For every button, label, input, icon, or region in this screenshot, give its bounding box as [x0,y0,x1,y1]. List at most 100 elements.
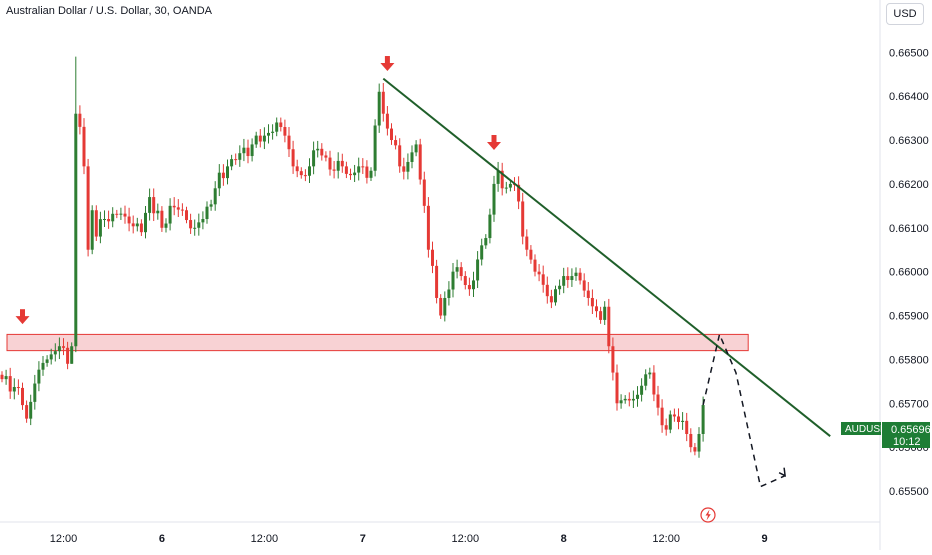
candle-body [12,387,16,392]
candle [283,119,287,143]
candle-body [82,126,86,167]
candle-body [422,179,426,206]
candle [549,289,553,309]
down-arrow-marker [15,309,30,325]
candle-body [131,223,135,227]
candle [164,218,168,233]
down-arrow-shaft [491,135,497,144]
candle [90,205,94,255]
candle-body [627,398,631,401]
candle-body [377,91,381,126]
candle-body [156,210,160,214]
candle-body [476,259,480,281]
candle [111,207,115,228]
candle [381,83,385,122]
candle-body [45,359,49,363]
candle [349,168,352,180]
candle-body [119,213,123,215]
candle [189,213,193,234]
candle [29,394,33,426]
candle-body [431,249,434,266]
candle [53,343,57,362]
candle [537,264,541,282]
candle [443,291,447,322]
candle [373,119,377,177]
candle [677,408,680,430]
candle-body [115,213,119,215]
candle [644,369,648,391]
candle [193,219,197,236]
candle [98,211,102,244]
candle-body [365,166,369,178]
candle-body [66,347,70,364]
candle [131,215,135,234]
candle [78,105,82,135]
candle-body [168,205,172,224]
candle-body [623,398,627,401]
candle-body [205,206,209,220]
down-arrow-head [15,316,30,325]
candle [246,139,250,164]
candle-body [180,209,184,211]
candle-body [160,210,164,228]
candle [57,337,61,360]
candle-body [631,398,635,401]
candle [414,140,418,157]
candle [320,143,324,161]
currency-button[interactable]: USD [886,3,924,25]
candle-body [324,155,328,158]
candle-body [681,420,685,422]
candle [221,164,225,186]
candle-body [250,144,254,157]
candle [213,181,217,211]
lightning-icon[interactable] [700,507,716,523]
candle-body [459,267,463,277]
candle-body [603,306,607,320]
candle [566,267,570,288]
candle [312,141,316,175]
trendline[interactable] [382,77,831,437]
candle [107,210,111,229]
candle-body [611,346,615,373]
candle-body [447,289,451,298]
candle [385,106,389,136]
candle-body [402,166,406,172]
candle [185,206,188,224]
candle [554,285,557,306]
candle-body [172,205,176,208]
candle [492,175,496,222]
candle [406,153,410,180]
candle-body [308,166,311,176]
candle-body [554,289,557,303]
candle [599,306,603,324]
candle [627,392,631,407]
candle-body [508,183,512,188]
resistance-zone[interactable] [6,333,749,352]
candle-body [258,135,262,142]
candle-body [455,267,459,272]
candle [324,151,328,162]
candle [234,153,238,165]
candle [562,267,566,294]
candle [180,203,184,216]
candle [295,159,299,178]
candle [123,205,127,224]
candle [426,197,430,258]
x-tick-label: 12:00 [452,533,480,545]
candle-body [549,296,553,303]
candle [139,219,143,236]
candle [119,207,123,220]
candle-body [332,169,336,171]
projection-path[interactable] [702,332,786,488]
candle [8,367,12,399]
candle-body [197,222,201,228]
candle [16,379,20,395]
candle [590,289,594,315]
candle [262,127,266,150]
candle-body [701,405,705,434]
candle [656,385,660,416]
candle [357,157,361,181]
candle [525,229,529,257]
candle-body [86,166,90,250]
